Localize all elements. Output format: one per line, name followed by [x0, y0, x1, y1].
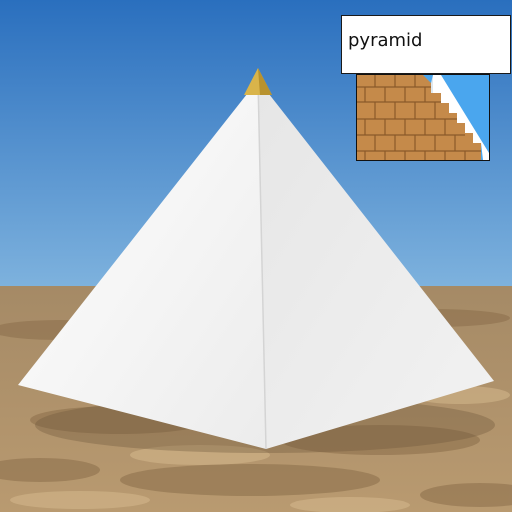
casing-shadow [431, 75, 433, 93]
pyramid-right-face [258, 80, 494, 449]
block-stack [357, 75, 481, 160]
capstone-shade [258, 68, 272, 95]
stepped-pyramid-blocks-image [357, 75, 489, 160]
block-mortar-lines [357, 75, 481, 160]
pyramid-ridge [257, 79, 267, 450]
casing-stones [433, 75, 489, 160]
label-box: pyramid [341, 15, 511, 74]
pyramid-left-face [18, 80, 266, 449]
stepped-pyramid-blocks-icon [356, 74, 490, 161]
label-text: pyramid [348, 30, 423, 51]
